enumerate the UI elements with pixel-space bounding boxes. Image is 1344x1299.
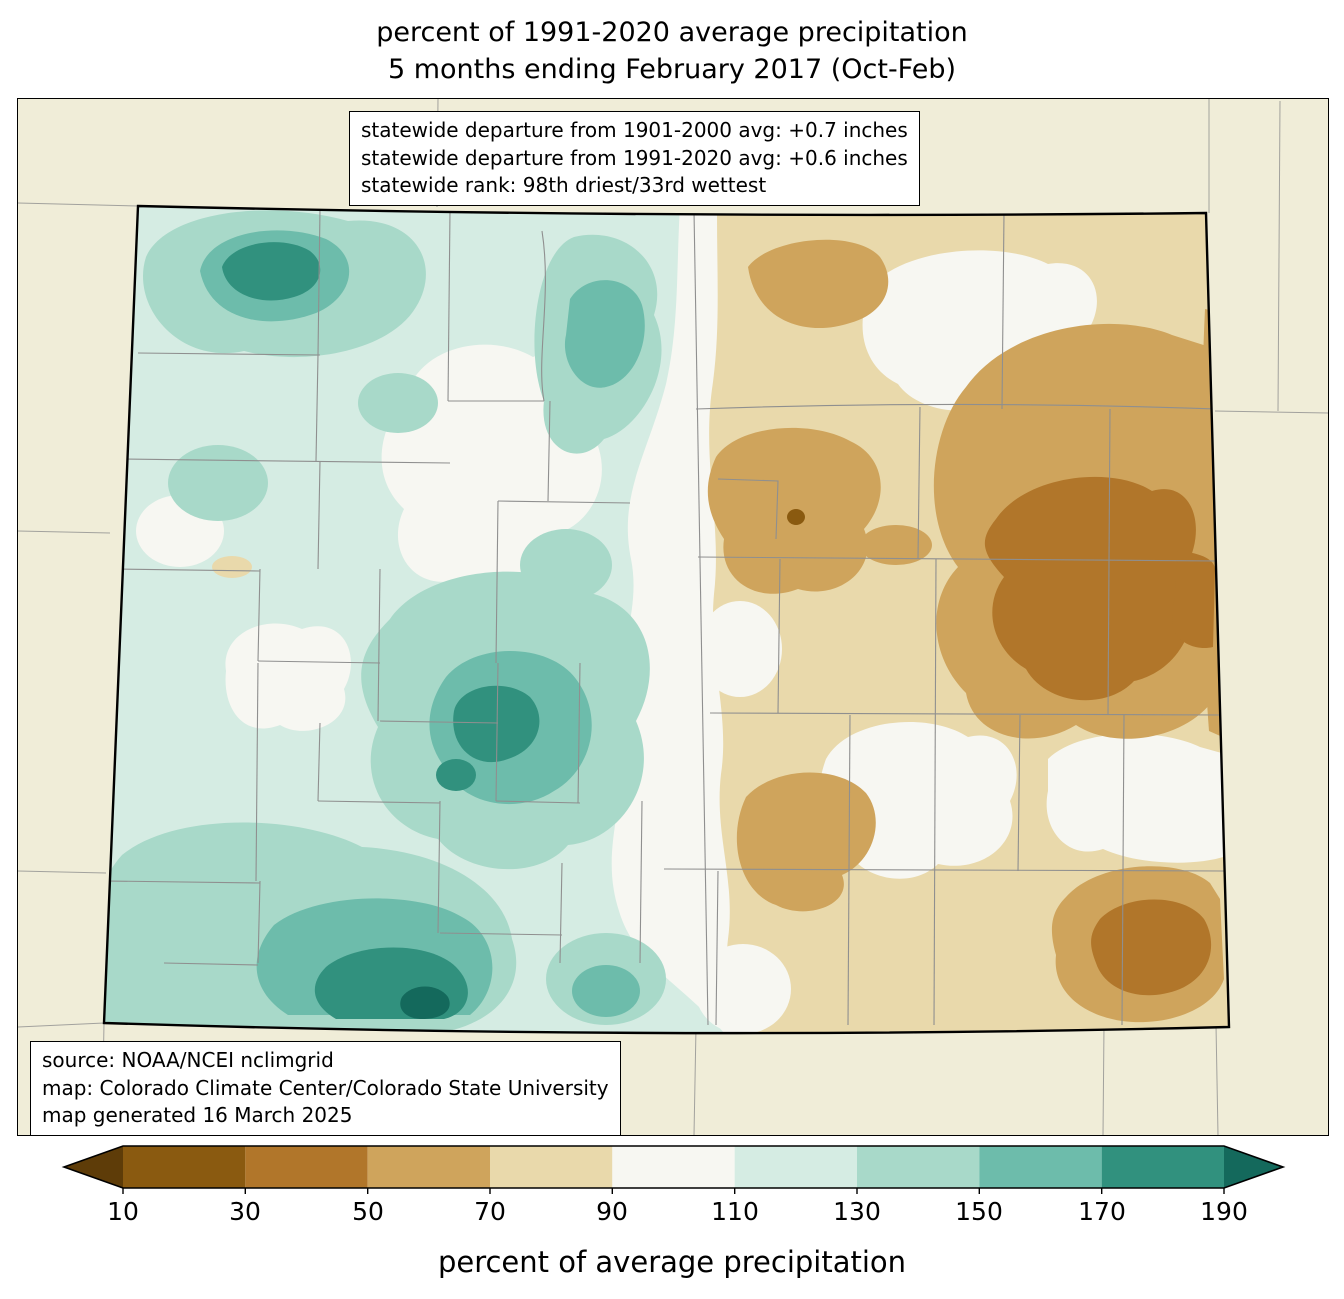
colorbar-tick-label: 10 bbox=[107, 1197, 139, 1226]
stats-line-1: statewide departure from 1901-2000 avg: … bbox=[361, 118, 908, 142]
title-line-1: percent of 1991-2020 average precipitati… bbox=[376, 17, 968, 48]
wet-blob bbox=[168, 445, 268, 521]
figure-title: percent of 1991-2020 average precipitati… bbox=[0, 14, 1344, 88]
stats-line-2: statewide departure from 1991-2020 avg: … bbox=[361, 145, 908, 170]
wet-blob-southcentral-core bbox=[572, 965, 640, 1017]
wet-blob bbox=[358, 373, 438, 433]
colorbar-tick-label: 130 bbox=[833, 1197, 881, 1226]
colorbar-bin bbox=[123, 1146, 246, 1188]
wet-blob-southwest-darkest bbox=[400, 986, 450, 1019]
dry-lobe-border bbox=[1172, 551, 1216, 649]
colorbar-bin bbox=[734, 1146, 858, 1188]
colorbar-tick-label: 150 bbox=[955, 1197, 1003, 1226]
source-line-1: source: NOAA/NCEI nclimgrid bbox=[42, 1048, 334, 1072]
colorbar-bin-over bbox=[1224, 1146, 1283, 1188]
dry-blob-east-dark bbox=[984, 476, 1196, 701]
source-attribution-box: source: NOAA/NCEI nclimgrid map: Colorad… bbox=[30, 1041, 621, 1136]
dry-spot bbox=[860, 525, 932, 565]
source-line-2: map: Colorado Climate Center/Colorado St… bbox=[42, 1075, 609, 1100]
wet-blob-central-dark bbox=[453, 685, 540, 763]
colorbar-tick-marks bbox=[122, 1188, 1225, 1194]
colorbar-tick-label: 170 bbox=[1078, 1197, 1126, 1226]
colorbar-bin bbox=[857, 1146, 980, 1188]
colorbar-tick-label: 70 bbox=[474, 1197, 506, 1226]
white-patch bbox=[1046, 733, 1229, 863]
colorbar-axis-label: percent of average precipitation bbox=[437, 1245, 907, 1279]
map-axes-frame bbox=[17, 98, 1329, 1136]
colorbar-bin bbox=[979, 1146, 1102, 1188]
statewide-stats-box: statewide departure from 1901-2000 avg: … bbox=[349, 111, 920, 206]
colorbar-tick-label: 30 bbox=[229, 1197, 261, 1226]
white-patch bbox=[695, 944, 791, 1034]
stats-line-3: statewide rank: 98th driest/33rd wettest bbox=[361, 173, 767, 197]
wet-blob-dark-spot bbox=[436, 759, 476, 791]
colorbar-outline bbox=[61, 1145, 1286, 1189]
wet-blob-northcentral-core bbox=[564, 280, 645, 388]
precipitation-shading bbox=[104, 206, 1229, 1034]
colorbar-bin-under bbox=[64, 1146, 123, 1188]
colorbar-bin bbox=[490, 1146, 613, 1188]
dry-blob-southcentral bbox=[736, 772, 876, 912]
dry-regions bbox=[707, 239, 1227, 1023]
colorado-state-border bbox=[102, 204, 1231, 1035]
colorbar-bin bbox=[1101, 1146, 1225, 1188]
title-line-2: 5 months ending February 2017 (Oct-Feb) bbox=[387, 54, 957, 85]
colorbar-bin bbox=[367, 1146, 491, 1188]
colorbar bbox=[61, 1145, 1286, 1194]
dry-blob-north bbox=[748, 239, 889, 329]
dry-dot-darkest bbox=[787, 509, 805, 525]
colorbar-tick-label: 90 bbox=[596, 1197, 628, 1226]
colorbar-tick-label: 50 bbox=[352, 1197, 384, 1226]
colorbar-tick-label: 190 bbox=[1200, 1197, 1248, 1226]
county-boundaries bbox=[107, 208, 1225, 1026]
source-line-3: map generated 16 March 2025 bbox=[42, 1103, 353, 1127]
colorbar-bin bbox=[245, 1146, 368, 1188]
white-patch bbox=[225, 623, 351, 731]
white-patch bbox=[698, 601, 782, 697]
colorbar-tick-label: 110 bbox=[711, 1197, 759, 1226]
wet-blob-nw-dark bbox=[222, 242, 321, 301]
dry-blob-southeast-dark bbox=[1091, 899, 1212, 996]
colorbar-bin bbox=[612, 1146, 735, 1188]
precipitation-map bbox=[18, 99, 1328, 1135]
small-dry-spot bbox=[212, 556, 252, 578]
